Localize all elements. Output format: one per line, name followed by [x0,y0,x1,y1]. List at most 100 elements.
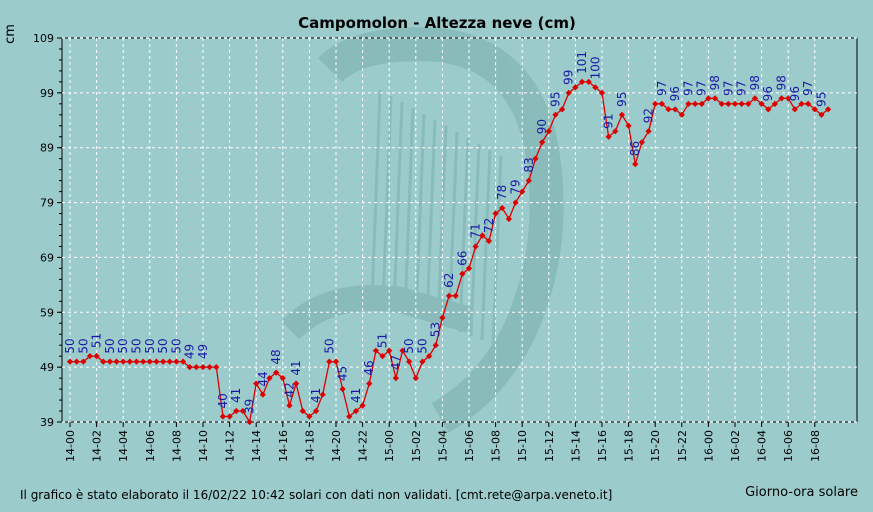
x-tick-label: 15-12 [543,430,556,462]
data-label: 50 [156,338,170,353]
data-point [386,347,393,354]
data-point [306,413,313,420]
x-tick-label: 15-10 [516,430,529,462]
data-label: 97 [655,81,669,96]
data-label: 53 [429,322,443,337]
x-tick-label: 15-08 [490,430,503,462]
data-label: 48 [269,349,283,364]
data-point [253,380,260,387]
y-tick-label: 79 [40,197,54,210]
x-tick-label: 16-04 [756,430,769,462]
data-point [326,358,333,365]
data-label: 98 [748,75,762,90]
data-label: 50 [130,338,144,353]
x-axis-label: Giorno-ora solare [745,485,858,500]
data-point [372,347,380,354]
data-label: 95 [548,92,562,107]
data-point [359,402,366,409]
data-label: 50 [415,338,429,353]
watermark-arc [317,27,564,433]
x-tick-label: 14-08 [170,430,183,462]
x-tick-label: 14-06 [144,430,157,462]
data-point [791,106,798,113]
plot-frame [61,37,858,423]
watermark-string [403,107,415,313]
data-label: 51 [90,333,104,348]
data-label: 46 [362,360,376,375]
data-point [658,100,665,107]
data-label: 50 [322,338,336,353]
x-tick-label: 15-16 [596,430,609,462]
data-point [452,292,459,299]
data-point [366,380,373,387]
x-tick-label: 15-20 [649,430,662,462]
x-tick-label: 14-10 [197,430,210,462]
data-label: 47 [389,355,403,370]
watermark-base [280,285,474,340]
data-point [266,375,273,382]
data-label: 50 [116,338,130,353]
data-label: 98 [708,75,722,90]
data-label: 49 [183,344,197,359]
x-tick-label: 15-14 [569,430,582,462]
data-label: 83 [522,157,536,172]
data-point [286,402,293,409]
watermark-string [392,101,404,309]
data-point [425,353,433,360]
data-label: 42 [282,382,296,397]
data-label: 50 [63,338,77,353]
x-tick-label: 15-06 [463,430,476,462]
x-tick-label: 15-22 [676,430,689,462]
data-label: 51 [376,333,390,348]
x-tick-label: 14-22 [357,430,370,462]
data-label: 99 [562,70,576,85]
data-label: 41 [229,388,243,403]
data-point [691,100,699,107]
watermark-string [480,149,492,341]
x-tick-label: 15-00 [383,430,396,462]
data-label: 101 [575,51,589,74]
data-label: 96 [788,86,802,101]
x-tick-label: 14-16 [277,430,290,462]
data-label: 91 [602,113,616,128]
data-label: 90 [535,119,549,134]
data-point [439,314,446,321]
data-label: 50 [402,338,416,353]
y-tick-label: 89 [40,142,54,155]
data-label: 97 [721,81,735,96]
data-point [352,407,360,415]
data-label: 41 [289,360,303,375]
data-point [465,265,473,272]
x-tick-label: 15-04 [436,430,449,462]
data-point [332,358,340,365]
data-label: 44 [256,371,270,386]
data-label: 98 [775,75,789,90]
data-point [445,292,453,299]
x-tick-label: 14-20 [330,430,343,462]
watermark-string [425,119,437,321]
data-point [273,369,280,376]
data-point [193,364,200,371]
data-point [459,270,466,277]
data-point [312,407,320,415]
y-tick-label: 109 [33,32,54,45]
data-label: 86 [628,141,642,156]
data-label: 97 [801,81,815,96]
y-tick-label: 39 [40,416,54,429]
data-label: 100 [588,56,602,79]
data-point [346,413,353,420]
data-label: 66 [455,251,469,266]
chart-title: Campomolon - Altezza neve (cm) [298,14,576,32]
data-label: 96 [761,86,775,101]
data-point [725,100,732,107]
data-label: 40 [216,393,230,408]
data-point [379,353,386,360]
data-label: 97 [695,81,709,96]
data-label: 78 [495,185,509,200]
data-point [319,391,326,398]
y-tick-label: 59 [40,306,54,319]
x-tick-label: 14-04 [117,430,130,462]
y-tick-label: 49 [40,361,54,374]
